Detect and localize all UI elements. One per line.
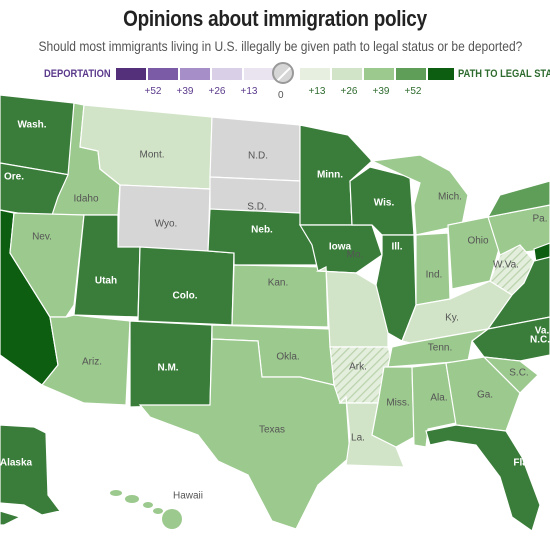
legend-swatch-legal-52 [428, 68, 454, 80]
state-ks [231, 264, 329, 328]
label-ak: Alaska [0, 458, 33, 469]
label-nc: N.C. [530, 335, 550, 346]
legend-swatch-legal-26 [364, 68, 394, 80]
label-ne: Neb. [251, 225, 273, 236]
legend-swatch-legal-low [300, 68, 330, 80]
legend-tick: +26 [340, 86, 358, 97]
legend-swatch-deport-13 [212, 68, 242, 80]
legend-swatch-deport-39 [148, 68, 178, 80]
state-ak-island [0, 510, 22, 526]
state-az [41, 314, 131, 406]
legend-tick: +13 [308, 86, 326, 97]
state-tx [138, 338, 351, 530]
label-or: Ore. [4, 172, 24, 183]
legend-tick: +13 [240, 86, 258, 97]
map-title: Opinions about immigration policy [123, 6, 427, 31]
label-il: Ill. [391, 242, 402, 253]
label-fl: Fla. [513, 458, 530, 469]
legend-tick-zero: 0 [278, 90, 284, 101]
legend-tick: +39 [372, 86, 390, 97]
label-oh: Ohio [467, 236, 489, 247]
us-state-map: Wash. Ore. Idaho Mont. Wyo. N.D. S.D. Mi… [0, 94, 550, 532]
label-mo: Mo. [347, 250, 364, 261]
label-tn: Tenn. [428, 343, 452, 354]
state-fl [425, 424, 541, 532]
legend-swatch-legal-39 [396, 68, 426, 80]
label-wv: W.Va. [493, 260, 519, 271]
label-la: La. [351, 433, 365, 444]
label-id: Idaho [73, 194, 98, 205]
map-subtitle: Should most immigrants living in U.S. il… [38, 38, 523, 54]
state-co [137, 246, 235, 326]
label-wi: Wis. [374, 198, 395, 209]
legend-tick: +52 [144, 86, 162, 97]
state-ak [0, 424, 62, 516]
label-nm: N.M. [157, 363, 178, 374]
deportation-legend-label: DEPORTATION [44, 68, 111, 80]
label-ky: Ky. [445, 313, 459, 324]
state-il [375, 234, 417, 342]
label-wa: Wash. [17, 120, 46, 131]
label-tx: Texas [259, 425, 285, 436]
state-oh [447, 216, 501, 290]
label-ga: Ga. [477, 390, 493, 401]
label-mi: Mich. [438, 192, 462, 203]
label-co: Colo. [173, 291, 198, 302]
legend-swatch-deport-low [244, 68, 274, 80]
legal-status-legend-label: PATH TO LEGAL STATUS [458, 68, 550, 80]
label-va: Va. [535, 326, 550, 337]
label-al: Ala. [430, 393, 447, 404]
label-hi: Hawaii [173, 491, 203, 502]
state-wa [0, 94, 75, 176]
label-pa: Pa. [532, 214, 547, 225]
label-ia: Iowa [329, 242, 352, 253]
state-ga [445, 356, 521, 432]
state-nd [209, 116, 301, 182]
color-legend: DEPORTATION PATH TO LEGAL STATUS +52 +39… [0, 62, 550, 104]
legend-swatch-legal-13 [332, 68, 362, 80]
label-ks: Kan. [268, 278, 289, 289]
legend-swatch-deport-26 [180, 68, 210, 80]
label-nv: Nev. [32, 232, 52, 243]
state-hi [110, 490, 182, 529]
legend-swatch-deport-52 [116, 68, 146, 80]
label-wy: Wyo. [155, 219, 178, 230]
label-ms: Miss. [386, 398, 409, 409]
label-az: Ariz. [82, 357, 102, 368]
label-ut: Utah [95, 276, 117, 287]
label-sc: S.C. [509, 368, 528, 379]
label-mt: Mont. [139, 150, 164, 161]
legend-tick: +26 [208, 86, 226, 97]
legend-tick: +39 [176, 86, 194, 97]
label-mn: Minn. [317, 170, 343, 181]
state-ny [486, 180, 550, 218]
label-in: Ind. [426, 270, 443, 281]
state-sc [482, 356, 539, 394]
label-ok: Okla. [276, 352, 299, 363]
label-sd: S.D. [247, 202, 266, 213]
legend-tick: +52 [404, 86, 422, 97]
label-nd: N.D. [248, 151, 268, 162]
label-ar: Ark. [349, 362, 367, 373]
legend-zero-marker [272, 62, 294, 84]
